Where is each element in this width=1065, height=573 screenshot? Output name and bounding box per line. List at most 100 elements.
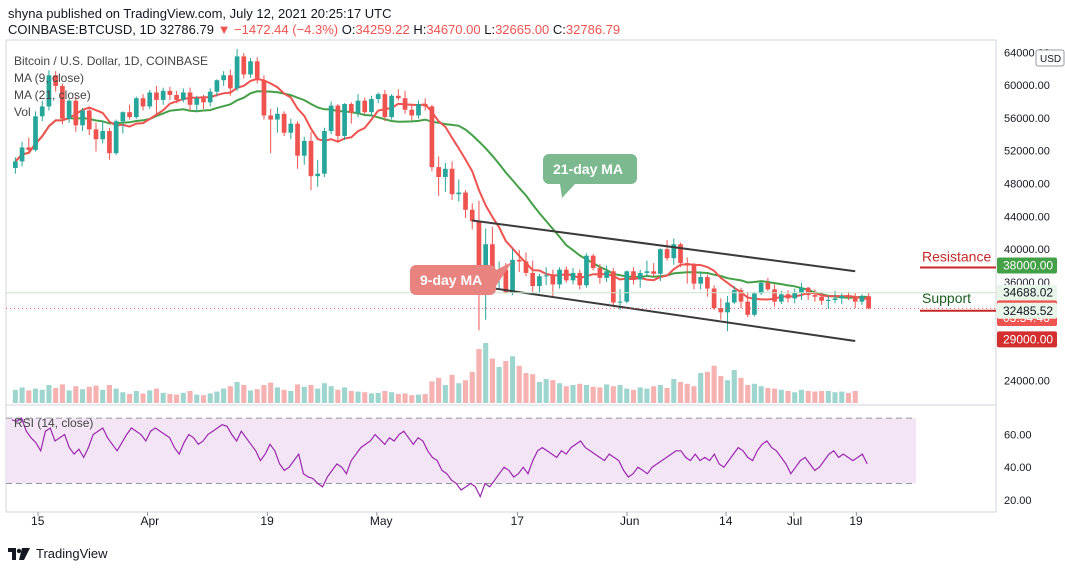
volume-bar (436, 377, 442, 403)
volume-bar (637, 387, 643, 403)
volume-bar (254, 389, 260, 403)
price-label-text: 38000.00 (1003, 259, 1053, 273)
candle-body (752, 293, 757, 315)
volume-bar (59, 384, 65, 403)
candle-body (658, 249, 663, 274)
candle-body (577, 272, 583, 286)
candle-body (604, 271, 609, 278)
volume-bar (758, 386, 764, 403)
volume-bar (503, 361, 509, 403)
volume-bar (389, 392, 395, 403)
candle-body (503, 269, 509, 293)
volume-bar (86, 386, 92, 403)
legend-ma9[interactable]: MA (9, close) (14, 71, 85, 85)
volume-bar (489, 358, 495, 403)
volume-bar (691, 386, 697, 403)
volume-bar (812, 391, 818, 403)
candle-body (288, 123, 294, 133)
volume-bar (583, 385, 590, 403)
volume-bar (368, 393, 375, 403)
price-label-box (997, 257, 1057, 274)
candle-body (422, 103, 428, 107)
volume-bar (39, 389, 45, 403)
volume-bar (845, 392, 852, 403)
time-tick-label: 17 (511, 514, 525, 528)
legend-rsi[interactable]: RSI (14, close) (14, 416, 94, 430)
volume-bar (557, 383, 563, 403)
volume-bar (442, 385, 448, 403)
candle-body (772, 289, 777, 302)
candle-body (819, 296, 824, 301)
candle-body (738, 290, 744, 302)
ma9-callout (410, 265, 496, 295)
price-label-box (997, 302, 1057, 319)
candle-body (429, 106, 435, 168)
time-tick-label: 14 (719, 514, 733, 528)
candle-body (154, 92, 159, 100)
candle-body (436, 167, 441, 177)
legend-ma21[interactable]: MA (21, close) (14, 88, 91, 102)
volume-bar (839, 391, 845, 403)
footer-brand[interactable]: TradingView (8, 546, 108, 561)
volume-bar (792, 392, 798, 403)
candle-body (469, 209, 475, 222)
o-value: 34259.22 (355, 22, 410, 37)
candle-body (214, 80, 220, 92)
candle-body (745, 301, 751, 315)
price-tick-label: 60000.00 (1004, 80, 1050, 92)
candle-body (731, 290, 737, 303)
volume-bar (268, 382, 274, 403)
volume-bar (644, 388, 650, 403)
price-change: ▼ −1472.44 (−4.3%) (217, 22, 339, 37)
volume-bar (832, 392, 838, 403)
volume-bar (724, 380, 731, 403)
volume-bar (751, 383, 757, 403)
candle-body (463, 192, 468, 210)
time-tick-label: 19 (260, 514, 274, 528)
price-label-box (997, 331, 1057, 348)
o-label: O: (341, 22, 356, 37)
candle-body (516, 259, 522, 262)
price-tick-label: 24000.00 (1004, 375, 1050, 387)
candle-body (684, 263, 690, 266)
time-tick-label: Apr (141, 514, 160, 528)
rsi-tick-label: 40.00 (1004, 462, 1032, 474)
candle-body (382, 94, 388, 118)
volume-bar (684, 383, 690, 403)
candle-body (785, 294, 791, 299)
candle-body (644, 271, 650, 273)
candle-body (375, 94, 381, 100)
volume-bar (772, 388, 778, 403)
ma21-callout (543, 154, 637, 184)
candle-body (705, 277, 710, 289)
volume-bar (335, 389, 341, 403)
candle-body (812, 295, 818, 297)
volume-bar (785, 391, 791, 403)
price-tick-label: 44000.00 (1004, 211, 1050, 223)
volume-bar (704, 371, 710, 403)
volume-bar (261, 385, 267, 403)
candle-body (866, 296, 871, 309)
candle-body (248, 61, 253, 75)
candle-body (490, 244, 495, 272)
ma9-callout-text: 9-day MA (420, 272, 482, 288)
legend-vol[interactable]: Vol (14, 105, 31, 119)
volume-bar (698, 373, 704, 403)
volume-bar (348, 391, 354, 403)
candle-body (322, 131, 327, 174)
candle-body (328, 105, 334, 132)
channel-line-upper (472, 219, 856, 273)
volume-bar (93, 385, 99, 403)
price-label-box (997, 284, 1057, 301)
candle-body (839, 295, 845, 299)
candle-body (664, 249, 670, 259)
volume-bar (570, 385, 576, 403)
rsi-tick-label: 20.00 (1004, 495, 1032, 507)
candle-body (510, 259, 515, 293)
volume-bar (563, 386, 569, 403)
candle-body (691, 265, 697, 284)
candle-body (113, 121, 119, 154)
last-price: 32786.79 (159, 22, 214, 37)
rsi-line (11, 417, 868, 499)
